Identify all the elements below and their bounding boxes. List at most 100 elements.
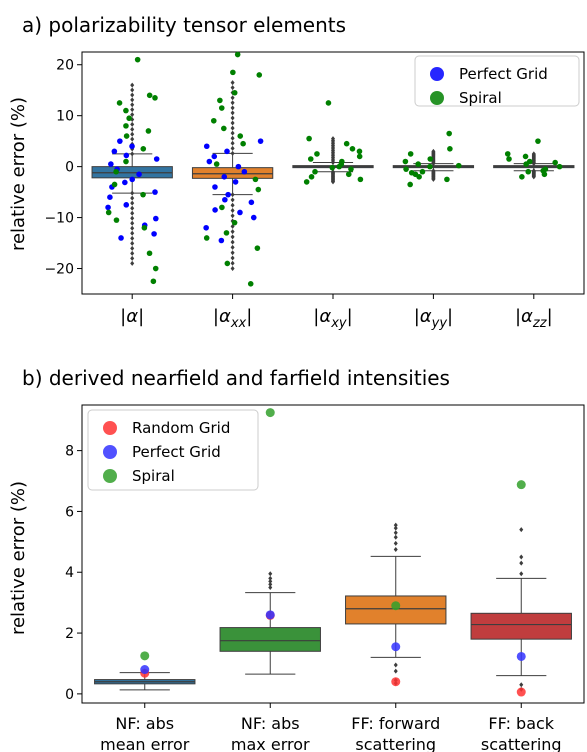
data-point <box>523 161 529 167</box>
data-point <box>336 163 343 170</box>
data-point <box>356 153 363 160</box>
data-point <box>402 158 409 165</box>
panel-a-ylabel: relative error (%) <box>8 97 29 251</box>
outlier-marker <box>230 234 235 240</box>
outlier-marker <box>393 530 398 536</box>
outlier-marker <box>130 112 135 118</box>
data-point <box>140 146 147 152</box>
legend-label: Perfect Grid <box>459 65 548 83</box>
data-point <box>117 138 123 144</box>
data-point <box>212 184 218 190</box>
outlier-marker <box>230 239 235 245</box>
data-point <box>252 176 259 183</box>
outlier-marker <box>431 176 436 182</box>
data-point <box>126 115 132 122</box>
data-point <box>231 89 238 96</box>
data-point <box>348 166 354 172</box>
outlier-marker <box>230 244 235 250</box>
box <box>219 627 321 652</box>
x-tick-label: |α| <box>120 306 144 327</box>
data-point <box>250 214 257 221</box>
outlier-marker <box>230 145 235 151</box>
data-point <box>203 224 209 231</box>
data-point <box>235 163 242 170</box>
data-point <box>111 148 118 155</box>
outlier-marker <box>130 255 135 261</box>
data-point <box>152 95 158 101</box>
data-point <box>257 138 264 144</box>
x-tick-label: FF: back <box>488 714 554 733</box>
data-point <box>325 100 332 106</box>
data-point <box>129 176 136 183</box>
outlier-marker <box>268 578 273 584</box>
data-point <box>303 179 310 185</box>
data-point <box>255 186 262 193</box>
data-point <box>145 128 152 134</box>
data-point <box>516 651 526 661</box>
outlier-marker <box>130 195 135 201</box>
data-point <box>140 665 150 675</box>
outlier-marker <box>393 525 398 531</box>
outlier-marker <box>130 230 135 236</box>
legend-marker <box>103 445 117 459</box>
box-group <box>493 151 575 180</box>
panel-b-plot: 0 2 4 6 8 NF: abs mean error NF: abs max error FF… <box>65 404 585 752</box>
data-point <box>146 250 153 257</box>
data-point <box>265 610 275 620</box>
outlier-marker <box>230 197 235 203</box>
outlier-marker <box>393 522 398 528</box>
outlier-marker <box>230 130 235 136</box>
data-point <box>403 166 409 172</box>
y-tick-label: 0 <box>65 687 74 703</box>
legend-marker <box>103 469 117 483</box>
panel-a-plot: −20 −10 0 10 20 |α| |αxx| |αxy| |αyy| |αzz| <box>44 51 585 331</box>
legend-marker <box>430 91 444 105</box>
box-group <box>470 527 572 692</box>
outlier-marker <box>519 554 524 560</box>
data-point <box>237 133 244 139</box>
data-point <box>225 191 231 198</box>
data-point <box>105 209 112 216</box>
outlier-marker <box>230 120 235 126</box>
data-point <box>211 153 218 160</box>
outlier-marker <box>130 190 135 196</box>
outlier-marker <box>393 534 398 540</box>
data-point <box>152 265 159 272</box>
data-point <box>391 642 401 652</box>
y-tick-label: 20 <box>56 58 74 74</box>
outlier-marker <box>130 225 135 231</box>
data-point <box>345 171 352 178</box>
data-point <box>203 235 210 241</box>
data-point <box>391 677 401 687</box>
outlier-marker <box>230 100 235 106</box>
x-tick-label: NF: abs <box>115 714 174 733</box>
data-point <box>153 156 160 162</box>
data-point <box>218 105 225 111</box>
data-point <box>123 123 129 129</box>
outlier-marker <box>130 245 135 251</box>
data-point <box>113 168 119 175</box>
legend-box <box>87 409 259 491</box>
data-point <box>447 146 453 152</box>
data-point <box>306 135 312 142</box>
data-point <box>444 176 450 183</box>
data-point <box>123 202 130 208</box>
outlier-marker <box>130 210 135 216</box>
legend-label: Spiral <box>459 89 502 107</box>
data-point <box>419 168 426 175</box>
y-tick-label: 6 <box>65 504 74 520</box>
outlier-marker <box>531 174 536 180</box>
data-point <box>522 153 529 160</box>
panel-a-legend: Perfect Grid Spiral <box>414 55 580 107</box>
y-tick-label: 4 <box>65 565 74 581</box>
x-tick-label: scattering <box>355 735 436 752</box>
outlier-marker <box>230 115 235 121</box>
outlier-marker <box>130 107 135 113</box>
data-point <box>314 151 320 157</box>
outlier-marker <box>393 540 398 546</box>
legend-box <box>414 55 580 107</box>
data-point <box>152 189 158 195</box>
x-tick-label: mean error <box>100 735 190 752</box>
y-tick-label: −20 <box>44 262 74 278</box>
